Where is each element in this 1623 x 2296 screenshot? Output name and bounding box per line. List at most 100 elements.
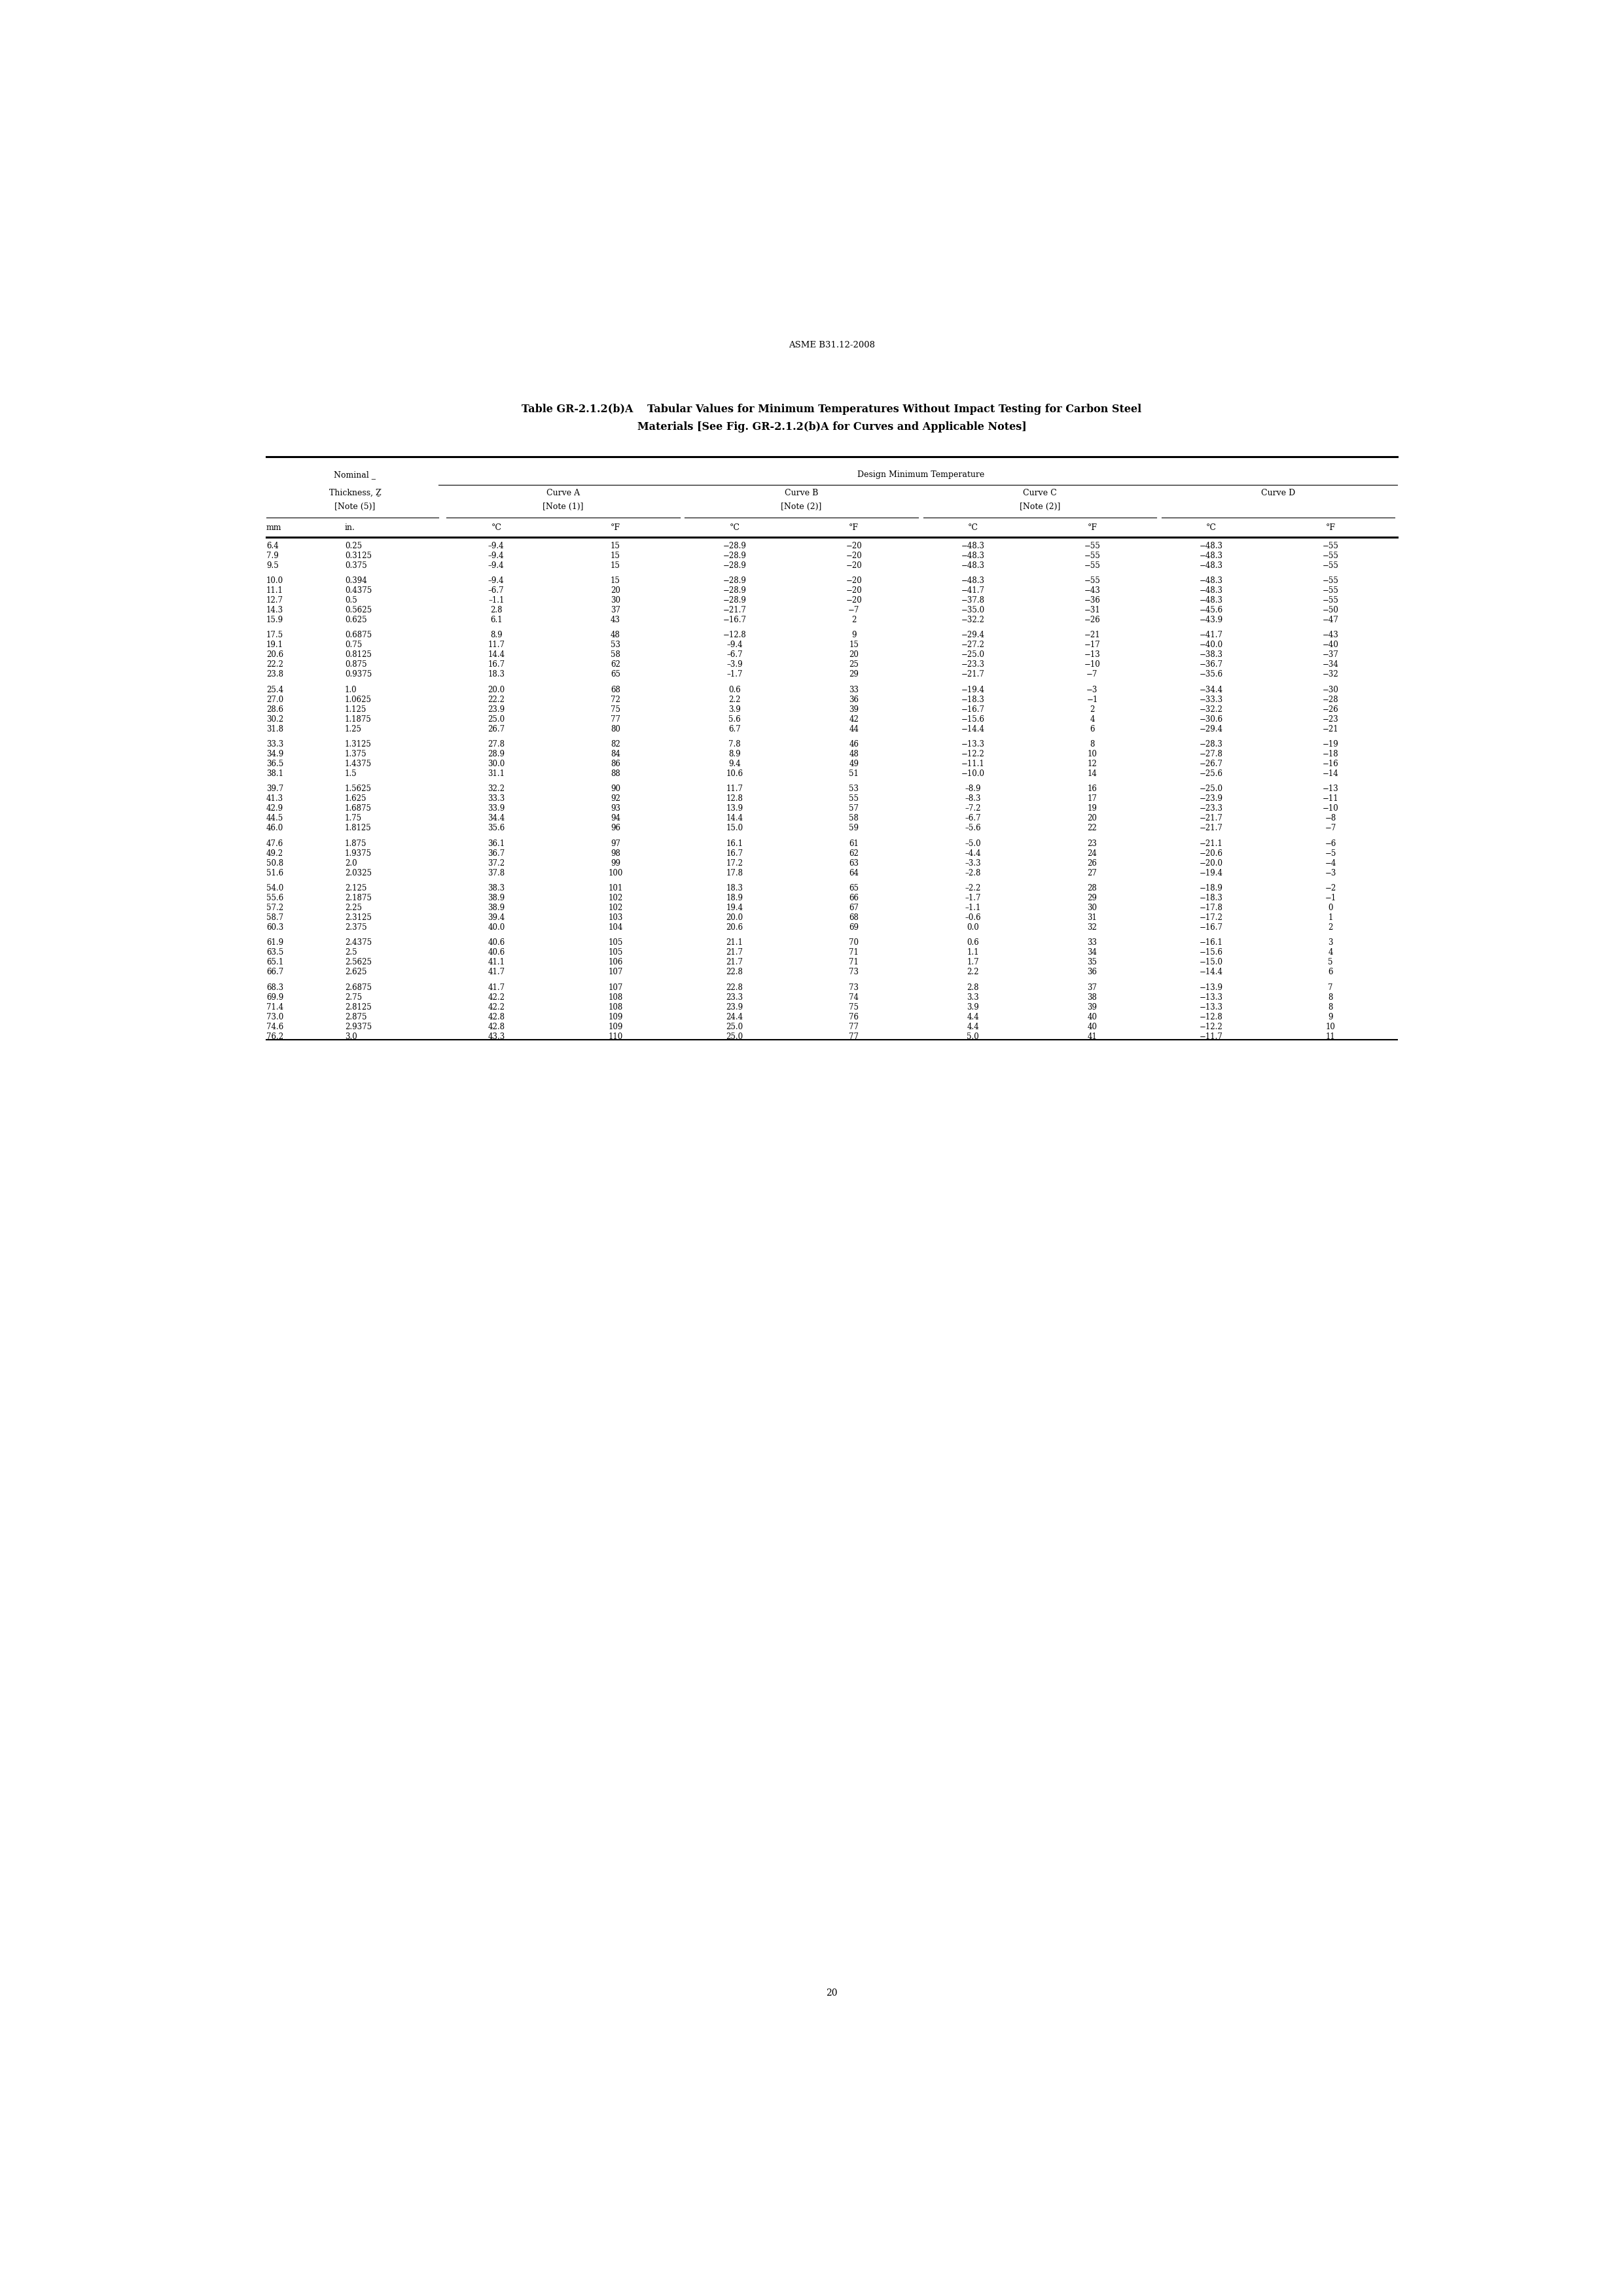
Text: 20: 20 <box>826 1988 837 1998</box>
Text: −28.3: −28.3 <box>1199 739 1224 748</box>
Text: −33.3: −33.3 <box>1199 696 1224 705</box>
Text: 69: 69 <box>849 923 859 932</box>
Text: 0.375: 0.375 <box>344 560 367 569</box>
Text: 1.9375: 1.9375 <box>344 850 372 856</box>
Text: 2.8: 2.8 <box>967 983 979 992</box>
Text: −29.4: −29.4 <box>961 631 985 641</box>
Text: 77: 77 <box>849 1033 859 1040</box>
Text: −13: −13 <box>1323 785 1339 792</box>
Text: −48.3: −48.3 <box>961 576 985 585</box>
Text: Design Minimum Temperature: Design Minimum Temperature <box>857 471 984 480</box>
Text: 105: 105 <box>609 939 623 946</box>
Text: 15: 15 <box>610 542 620 551</box>
Text: 99: 99 <box>610 859 620 868</box>
Text: −55: −55 <box>1323 551 1339 560</box>
Text: 16.7: 16.7 <box>725 850 743 856</box>
Text: −3: −3 <box>1324 868 1336 877</box>
Text: –6.7: –6.7 <box>966 815 980 822</box>
Text: 38.3: 38.3 <box>487 884 505 893</box>
Text: 62: 62 <box>849 850 859 856</box>
Text: 105: 105 <box>609 948 623 957</box>
Text: 3.9: 3.9 <box>729 705 740 714</box>
Text: 6.4: 6.4 <box>266 542 279 551</box>
Text: 15: 15 <box>849 641 859 650</box>
Text: −28.9: −28.9 <box>722 585 747 595</box>
Text: in.: in. <box>344 523 355 533</box>
Text: 73: 73 <box>849 969 859 976</box>
Text: 2.6875: 2.6875 <box>344 983 372 992</box>
Text: −21.7: −21.7 <box>1199 815 1224 822</box>
Text: −48.3: −48.3 <box>961 560 985 569</box>
Text: 15: 15 <box>610 560 620 569</box>
Text: 98: 98 <box>610 850 620 856</box>
Text: 1.4375: 1.4375 <box>344 760 372 769</box>
Text: °F: °F <box>1326 523 1336 533</box>
Text: 66: 66 <box>849 893 859 902</box>
Text: 110: 110 <box>609 1033 623 1040</box>
Text: −55: −55 <box>1323 560 1339 569</box>
Text: 2: 2 <box>1089 705 1094 714</box>
Text: −18.3: −18.3 <box>1199 893 1224 902</box>
Text: −23.9: −23.9 <box>1199 794 1224 804</box>
Text: −48.3: −48.3 <box>961 551 985 560</box>
Text: −16.7: −16.7 <box>722 615 747 625</box>
Text: 23.9: 23.9 <box>487 705 505 714</box>
Text: 20.0: 20.0 <box>725 914 743 923</box>
Text: 33.3: 33.3 <box>487 794 505 804</box>
Text: 27.0: 27.0 <box>266 696 284 705</box>
Text: −23.3: −23.3 <box>961 661 985 668</box>
Text: 41.7: 41.7 <box>487 969 505 976</box>
Text: 2.1875: 2.1875 <box>344 893 372 902</box>
Text: −20: −20 <box>846 560 862 569</box>
Text: 36: 36 <box>849 696 859 705</box>
Text: 32: 32 <box>1087 923 1097 932</box>
Text: 53: 53 <box>849 785 859 792</box>
Text: 4: 4 <box>1089 714 1094 723</box>
Text: −48.3: −48.3 <box>961 542 985 551</box>
Text: 21.7: 21.7 <box>725 957 743 967</box>
Text: 57.2: 57.2 <box>266 905 284 912</box>
Text: 77: 77 <box>610 714 620 723</box>
Text: −55: −55 <box>1084 551 1100 560</box>
Text: −45.6: −45.6 <box>1199 606 1224 615</box>
Text: 37.8: 37.8 <box>487 868 505 877</box>
Text: 2.375: 2.375 <box>344 923 367 932</box>
Text: −21: −21 <box>1323 726 1339 732</box>
Text: −2: −2 <box>1324 884 1336 893</box>
Text: 15: 15 <box>610 551 620 560</box>
Text: 57: 57 <box>849 804 859 813</box>
Text: −21.1: −21.1 <box>1199 840 1224 847</box>
Text: −20: −20 <box>846 576 862 585</box>
Text: 15.9: 15.9 <box>266 615 284 625</box>
Text: mm: mm <box>266 523 282 533</box>
Text: 37: 37 <box>1087 983 1097 992</box>
Text: 16.7: 16.7 <box>487 661 505 668</box>
Text: 30.0: 30.0 <box>487 760 505 769</box>
Text: 0.6: 0.6 <box>967 939 979 946</box>
Text: 51: 51 <box>849 769 859 778</box>
Text: −15.6: −15.6 <box>1199 948 1224 957</box>
Text: –3.3: –3.3 <box>966 859 980 868</box>
Text: 3: 3 <box>1328 939 1332 946</box>
Text: 25.0: 25.0 <box>725 1022 743 1031</box>
Text: 36.5: 36.5 <box>266 760 284 769</box>
Text: °F: °F <box>1087 523 1097 533</box>
Text: 2.2: 2.2 <box>967 969 979 976</box>
Text: 4: 4 <box>1328 948 1332 957</box>
Text: –9.4: –9.4 <box>489 551 505 560</box>
Text: 8: 8 <box>1328 1003 1332 1010</box>
Text: 71.4: 71.4 <box>266 1003 284 1010</box>
Text: 2.125: 2.125 <box>344 884 367 893</box>
Text: [Note (1)]: [Note (1)] <box>542 503 583 510</box>
Text: 1.125: 1.125 <box>344 705 367 714</box>
Text: 2.0: 2.0 <box>344 859 357 868</box>
Text: 68: 68 <box>849 914 859 923</box>
Text: 18.3: 18.3 <box>725 884 743 893</box>
Text: 0.5: 0.5 <box>344 597 357 604</box>
Text: −14: −14 <box>1323 769 1339 778</box>
Text: 42.8: 42.8 <box>489 1013 505 1022</box>
Text: 97: 97 <box>610 840 620 847</box>
Text: 2.75: 2.75 <box>344 992 362 1001</box>
Text: 61.9: 61.9 <box>266 939 284 946</box>
Text: 16.1: 16.1 <box>725 840 743 847</box>
